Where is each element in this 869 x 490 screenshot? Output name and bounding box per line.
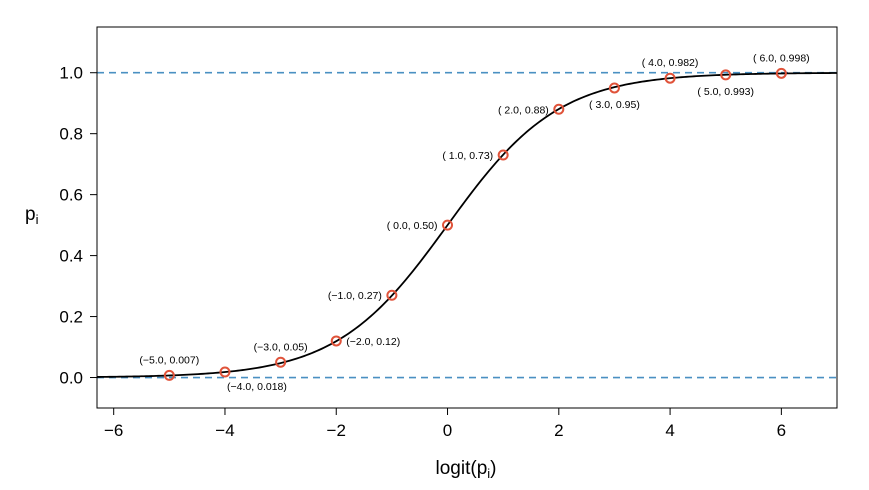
data-point xyxy=(720,69,732,81)
data-point xyxy=(553,103,565,115)
data-point xyxy=(664,72,676,84)
reference-lines xyxy=(97,71,837,379)
x-tick-label: 6 xyxy=(777,421,786,440)
y-tick-label: 0.8 xyxy=(59,125,83,144)
x-tick-label: 0 xyxy=(443,421,452,440)
x-tick-label: 4 xyxy=(665,421,674,440)
y-tick-label: 0.4 xyxy=(59,247,83,266)
data-point xyxy=(219,366,231,378)
data-points xyxy=(163,67,787,381)
data-point xyxy=(163,369,175,381)
data-point xyxy=(386,289,398,301)
data-point xyxy=(442,219,454,231)
x-axis-title: logit(pi) xyxy=(436,458,497,481)
point-label: ( 6.0, 0.998) xyxy=(753,52,810,64)
y-tick-label: 0.6 xyxy=(59,186,83,205)
logistic-curve xyxy=(96,72,838,378)
y-axis: 0.0 0.2 0.4 0.6 0.8 1.0 xyxy=(59,64,97,388)
point-labels: (−5.0, 0.007) (−4.0, 0.018) (−3.0, 0.05) (−… xyxy=(139,52,809,393)
point-label: (−1.0, 0.27) xyxy=(328,290,382,302)
point-label: (−5.0, 0.007) xyxy=(139,354,199,366)
data-point xyxy=(275,356,287,368)
x-tick-label: 2 xyxy=(554,421,563,440)
data-point xyxy=(775,67,787,79)
point-label: ( 3.0, 0.95) xyxy=(589,99,640,111)
point-label: (−2.0, 0.12) xyxy=(346,336,400,348)
data-point xyxy=(330,335,342,347)
point-label: ( 4.0, 0.982) xyxy=(642,57,699,69)
x-tick-label: −4 xyxy=(215,421,234,440)
y-tick-label: 1.0 xyxy=(59,64,83,83)
point-label: (−3.0, 0.05) xyxy=(254,341,308,353)
y-tick-label: 0.2 xyxy=(59,308,83,327)
data-point xyxy=(497,149,509,161)
y-tick-label: 0.0 xyxy=(59,369,83,388)
y-axis-title: pi xyxy=(25,204,39,227)
point-label: ( 5.0, 0.993) xyxy=(697,86,754,98)
point-label: (−4.0, 0.018) xyxy=(227,381,287,393)
x-tick-label: −6 xyxy=(104,421,123,440)
x-axis: −6 −4 −2 0 2 4 6 xyxy=(104,408,786,440)
data-point xyxy=(608,82,620,94)
point-label: ( 2.0, 0.88) xyxy=(498,104,549,116)
point-label: ( 1.0, 0.73) xyxy=(442,150,493,162)
point-label: ( 0.0, 0.50) xyxy=(387,220,438,232)
plot-frame xyxy=(96,26,838,409)
x-tick-label: −2 xyxy=(327,421,346,440)
